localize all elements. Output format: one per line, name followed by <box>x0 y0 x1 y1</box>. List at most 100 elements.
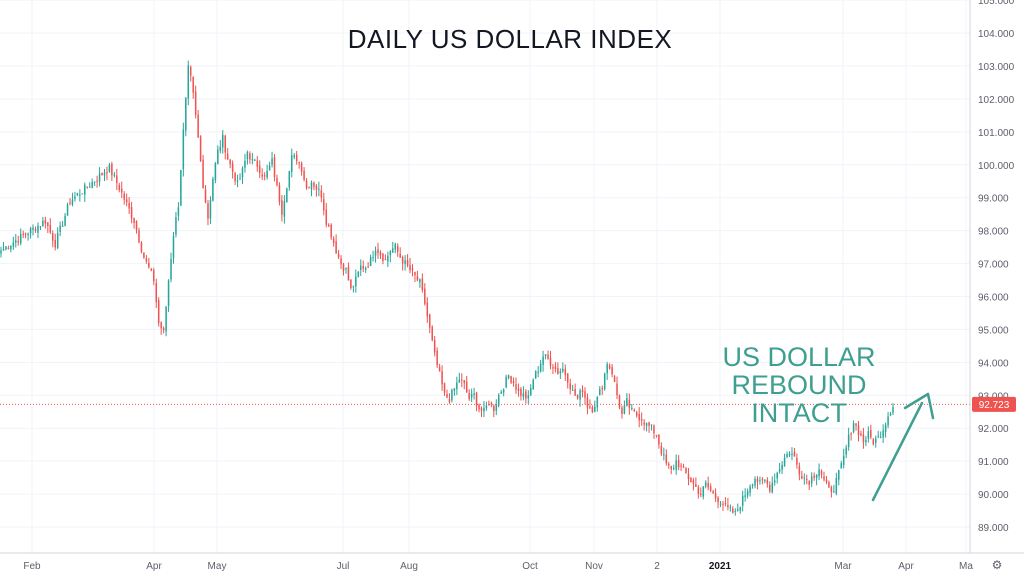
candle-body <box>719 503 722 505</box>
candle-body <box>2 248 5 251</box>
candle-body <box>618 395 621 408</box>
y-tick-label: 91.000 <box>978 457 1009 468</box>
candle-body <box>813 475 815 478</box>
candle-body <box>399 253 401 258</box>
candle-body <box>278 185 281 203</box>
candle-body <box>852 423 855 432</box>
candle-body <box>66 204 69 216</box>
candle-body <box>367 266 369 268</box>
candle-body <box>419 279 421 283</box>
candle-body <box>862 434 865 443</box>
candle-body <box>786 453 788 458</box>
candle-body <box>776 472 778 479</box>
candle-body <box>111 163 113 176</box>
candle-body <box>680 465 682 467</box>
candle-body <box>635 412 638 416</box>
candle-body <box>865 439 867 443</box>
candle-body <box>396 245 399 252</box>
candle-body <box>877 436 879 438</box>
candle-body <box>840 463 843 469</box>
candle-body <box>222 134 224 148</box>
candle-body <box>51 233 54 241</box>
candle-body <box>510 376 512 383</box>
y-tick-label: 99.000 <box>978 194 1009 205</box>
x-tick-label: Apr <box>898 561 914 572</box>
candle-body <box>566 373 569 383</box>
candle-body <box>421 278 424 291</box>
x-tick-label: Mar <box>834 561 852 572</box>
candle-body <box>64 215 66 226</box>
candle-body <box>744 495 746 497</box>
candle-body <box>517 388 520 391</box>
candle-body <box>382 253 384 261</box>
candle-body <box>665 454 668 464</box>
candle-body <box>74 196 76 199</box>
candle-body <box>478 404 480 410</box>
candle-body <box>539 363 542 372</box>
candle-body <box>507 375 510 379</box>
candle-body <box>520 388 522 396</box>
candle-body <box>884 424 887 433</box>
candle-body <box>436 350 438 366</box>
candle-body <box>298 161 300 164</box>
candle-body <box>815 474 818 479</box>
y-tick-label: 102.000 <box>978 95 1015 106</box>
candle-body <box>101 172 103 175</box>
candle-body <box>778 469 781 472</box>
y-tick-label: 92.000 <box>978 424 1009 435</box>
candle-body <box>22 233 24 235</box>
current-price-tag: 92.723 <box>972 396 1016 412</box>
candle-body <box>842 455 845 465</box>
candle-body <box>473 393 475 395</box>
candle-body <box>318 188 320 190</box>
candle-body <box>140 242 143 252</box>
y-tick-label: 97.000 <box>978 260 1009 271</box>
candle-body <box>416 276 419 281</box>
candle-body <box>394 243 397 250</box>
y-tick-label: 98.000 <box>978 227 1009 238</box>
price-axis[interactable] <box>970 0 1024 575</box>
candle-body <box>675 460 677 470</box>
x-tick-label: Apr <box>146 561 162 572</box>
candle-body <box>793 451 796 457</box>
candle-body <box>29 228 32 234</box>
candle-body <box>692 480 695 484</box>
candle-body <box>791 453 793 456</box>
candle-body <box>226 154 229 160</box>
candle-body <box>468 392 470 400</box>
candle-body <box>325 209 328 225</box>
candle-body <box>599 389 601 396</box>
candle-body <box>756 478 759 483</box>
candle-body <box>525 391 527 399</box>
candle-body <box>411 268 414 271</box>
candle-body <box>441 371 443 385</box>
candle-body <box>594 406 596 412</box>
candle-body <box>707 483 709 488</box>
candle-body <box>616 383 618 396</box>
candle-body <box>783 457 786 467</box>
candle-body <box>5 246 7 250</box>
time-axis[interactable] <box>0 553 1024 575</box>
current-price-value: 92.723 <box>979 400 1010 411</box>
candle-body <box>143 252 145 258</box>
candle-body <box>323 199 325 211</box>
x-tick-label: Aug <box>400 561 418 572</box>
candle-body <box>803 477 806 479</box>
candle-body <box>623 405 626 414</box>
candle-body <box>256 160 259 167</box>
candle-body <box>672 467 675 469</box>
candle-body <box>160 322 162 329</box>
candle-body <box>732 508 734 513</box>
candle-body <box>749 486 751 493</box>
candle-body <box>293 155 295 158</box>
candle-body <box>352 286 355 288</box>
candle-body <box>601 387 604 390</box>
candle-body <box>845 447 847 455</box>
settings-gear-icon[interactable]: ⚙ <box>992 558 1003 572</box>
x-tick-label: 2021 <box>709 561 732 572</box>
candle-body <box>874 438 877 443</box>
candle-body <box>603 373 606 389</box>
candle-body <box>522 393 525 397</box>
candle-body <box>643 422 645 425</box>
